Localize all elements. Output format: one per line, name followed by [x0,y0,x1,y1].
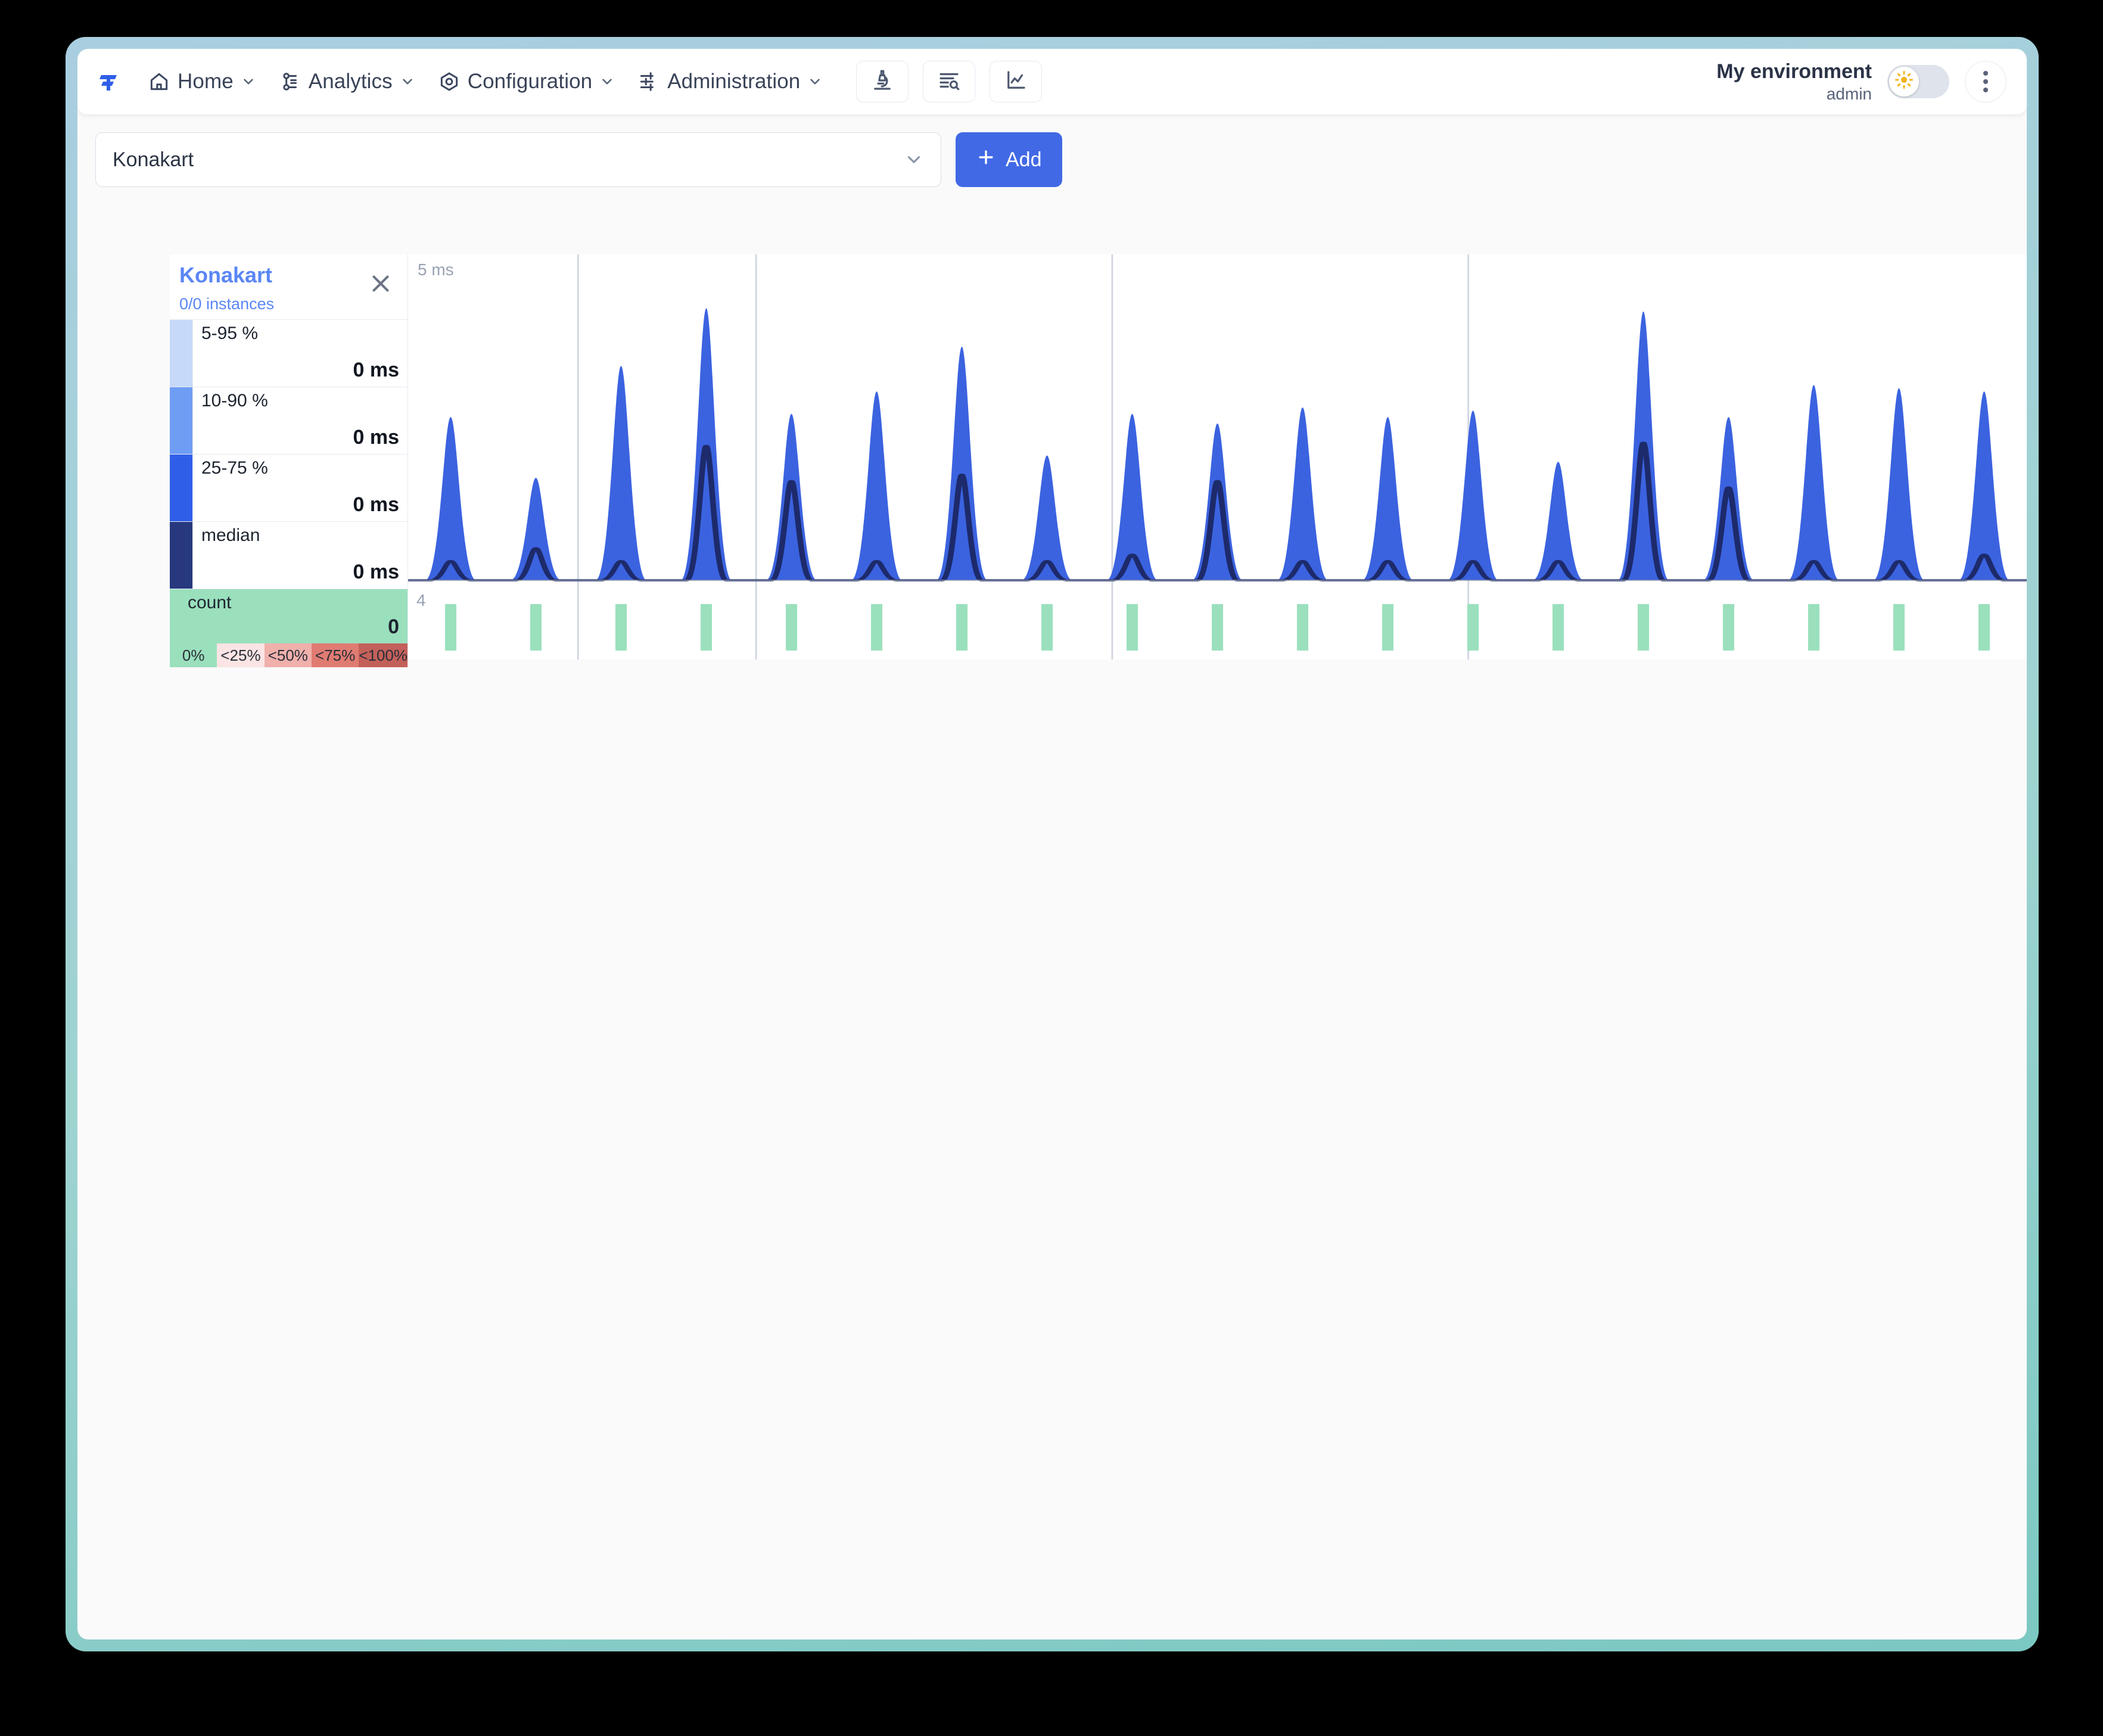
chart-bottom-axis-label: 4 [416,591,426,609]
nav-item-administration[interactable]: Administration [628,63,832,101]
chevron-down-icon [241,74,256,89]
entity-select[interactable]: Konakart [95,132,941,187]
nav-item-analytics-label: Analytics [308,70,393,93]
legend-body: 5-95 % 0 ms [192,320,407,387]
theme-toggle-knob [1889,66,1919,97]
line-chart-icon [1003,68,1028,96]
legend-value: 0 ms [353,426,400,449]
legend-color-scale: 0% <25% <50% <75% <100% [170,643,407,667]
add-button-label: Add [1006,148,1042,171]
scale-step: <100% [359,643,407,667]
nav-item-home[interactable]: Home [138,63,266,101]
legend-label: 25-75 % [201,458,268,478]
legend-body: 10-90 % 0 ms [192,387,407,454]
chevron-down-icon [904,150,924,170]
log-search-icon [937,68,962,96]
legend-body: 25-75 % 0 ms [192,455,407,521]
more-vertical-icon [1983,70,1988,92]
foglight-logo-icon[interactable] [95,67,124,96]
microscope-icon [870,68,895,96]
chart-top-axis-label: 5 ms [418,260,454,279]
legend-count-row[interactable]: count 0 [170,589,407,643]
chevron-down-icon [807,74,823,89]
chevron-down-icon [400,74,415,89]
add-button[interactable]: Add [956,132,1062,187]
legend-count-label: count [188,593,232,612]
navbar-right: My environment admin [1716,60,2006,103]
legend-body: count 0 [170,589,407,643]
plus-icon [976,147,996,173]
nav-item-configuration[interactable]: Configuration [428,63,625,101]
scale-step: <50% [264,643,312,667]
chevron-down-icon [599,74,615,89]
legend-row[interactable]: 25-75 % 0 ms [170,454,407,521]
more-options-button[interactable] [1965,60,2006,102]
environment-title: My environment [1716,60,1872,83]
legend-row[interactable]: 5-95 % 0 ms [170,319,407,387]
environment-user: admin [1826,84,1872,103]
window-surface: Home Analytics [77,49,2027,1639]
selector-row: Konakart Add [95,132,1062,187]
scale-step: <25% [217,643,265,667]
legend-label: 5-95 % [201,323,259,343]
legend-panel: Konakart 0/0 instances 5-95 % 0 ms 10-90… [170,254,408,667]
legend-count-value: 0 [388,615,399,638]
legend-swatch [170,455,192,521]
nav-item-home-label: Home [178,70,234,93]
legend-swatch [170,522,192,589]
analytics-icon [279,70,301,93]
count-bars [444,591,1990,659]
legend-row[interactable]: 10-90 % 0 ms [170,387,407,454]
legend-value: 0 ms [353,359,400,381]
legend-header: Konakart 0/0 instances [170,254,407,319]
nav-item-configuration-label: Configuration [467,70,593,93]
legend-value: 0 ms [353,493,400,516]
nav-item-administration-label: Administration [667,70,801,93]
sun-icon [1894,70,1914,93]
legend-body: median 0 ms [192,522,407,589]
legend-swatch [170,387,192,454]
profiler-button[interactable] [856,61,909,102]
scale-step: <75% [311,643,359,667]
metrics-chart-button[interactable] [990,61,1043,102]
entity-select-value: Konakart [113,148,194,171]
primary-nav: Home Analytics [138,63,832,101]
legend-subtitle: 0/0 instances [179,295,275,313]
legend-row[interactable]: median 0 ms [170,521,407,589]
count-strip: 4 [408,591,2027,659]
close-icon[interactable] [367,270,394,297]
environment-block: My environment admin [1716,60,1872,103]
application-window: Home Analytics [66,37,2039,1651]
scale-step: 0% [170,643,217,667]
legend-label: 10-90 % [201,391,268,410]
latency-distribution-chart[interactable]: 5 ms 4 [408,254,2027,659]
administration-sliders-icon [637,70,660,93]
legend-value: 0 ms [353,561,400,583]
configuration-target-icon [438,70,461,93]
density-plot [408,254,2027,591]
nav-item-analytics[interactable]: Analytics [269,63,425,101]
legend-swatch [170,320,192,387]
theme-toggle[interactable] [1887,64,1949,98]
home-icon [148,70,170,93]
legend-title: Konakart [179,263,273,287]
log-search-button[interactable] [923,61,976,102]
nav-tool-buttons [856,61,1043,102]
legend-label: median [201,525,260,545]
top-navbar: Home Analytics [77,49,2027,114]
